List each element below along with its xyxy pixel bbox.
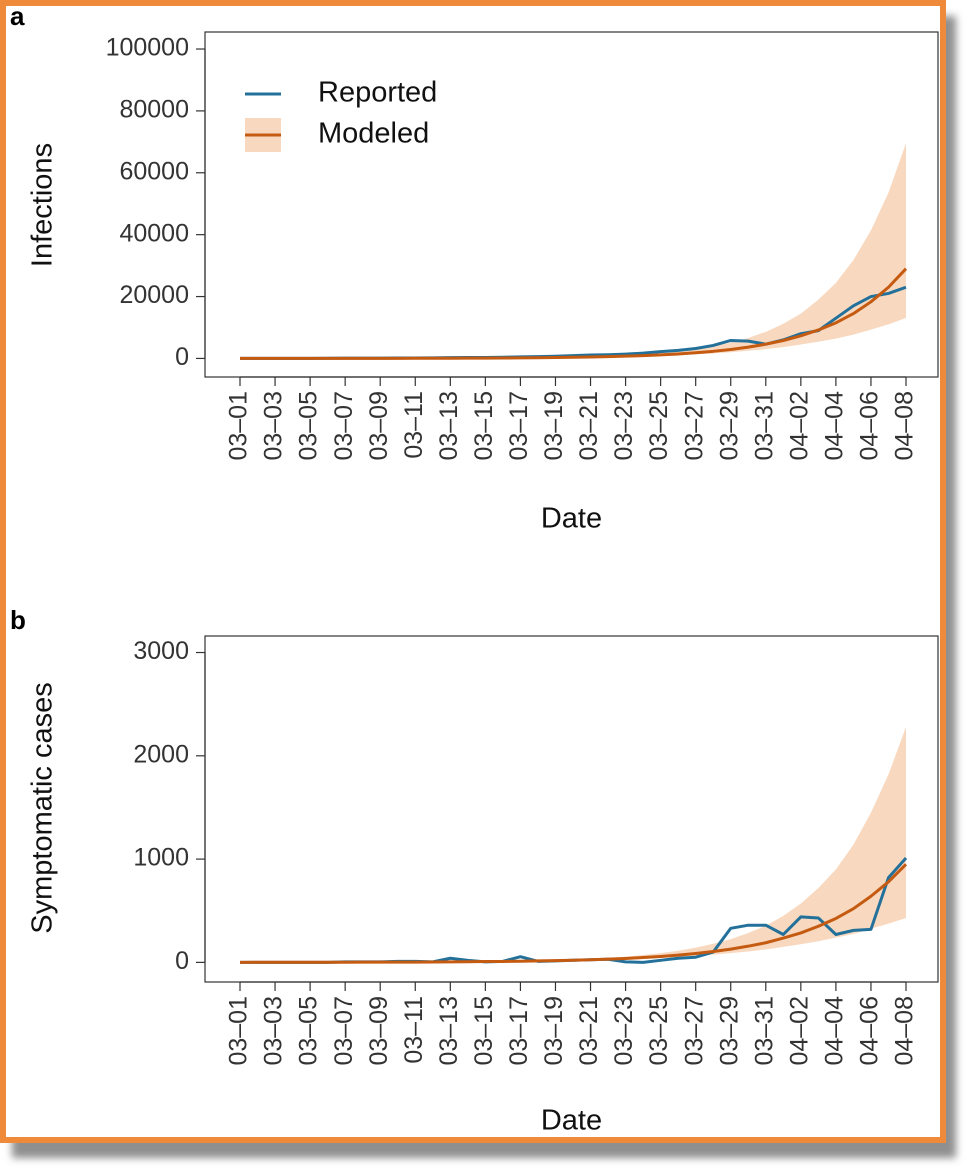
- x-tick-label: 03–19: [540, 996, 568, 1066]
- series-line: [239, 863, 908, 964]
- frame: [0, 0, 946, 1143]
- x-tick-label: 04–02: [785, 996, 813, 1066]
- legend-label: Modeled: [318, 118, 429, 150]
- x-tick-label: 03–23: [610, 996, 638, 1066]
- x-tick-label: 04–04: [821, 391, 849, 461]
- x-tick-label: 03–07: [330, 996, 358, 1066]
- x-tick-label: 03–31: [750, 996, 778, 1066]
- x-tick-label: 03–07: [330, 391, 358, 461]
- x-tick-label: 04–08: [891, 391, 919, 461]
- plot-box: [204, 31, 939, 378]
- x-tick-label: 03–17: [505, 391, 533, 461]
- y-tick-label: 3000: [133, 637, 189, 665]
- x-tick-label: 03–09: [365, 391, 393, 461]
- series-line: [239, 267, 908, 360]
- y-tick-label: 60000: [119, 157, 189, 185]
- x-tick-label: 04–04: [821, 996, 849, 1066]
- x-tick-label: 03–11: [400, 996, 428, 1064]
- x-tick-label: 03–21: [575, 996, 603, 1066]
- x-tick-label: 04–06: [856, 996, 884, 1066]
- x-tick-label: 03–11: [400, 391, 428, 459]
- x-tick-label: 03–25: [645, 391, 673, 461]
- y-tick-label: 0: [175, 947, 189, 975]
- x-tick-label: 03–21: [575, 391, 603, 461]
- x-tick-label: 03–09: [365, 996, 393, 1066]
- panel-label: b: [10, 605, 26, 635]
- plot-box: [204, 635, 939, 983]
- legend-label: Reported: [318, 77, 437, 109]
- x-tick-label: 04–02: [785, 391, 813, 461]
- y-tick-label: 80000: [119, 96, 189, 124]
- confidence-band: [240, 143, 906, 359]
- x-tick-label: 03–13: [435, 391, 463, 461]
- x-tick-label: 03–15: [470, 996, 498, 1066]
- x-tick-label: 04–06: [856, 391, 884, 461]
- x-axis-label: Date: [541, 503, 602, 535]
- y-tick-label: 100000: [106, 34, 189, 62]
- y-tick-label: 1000: [133, 844, 189, 872]
- y-tick-label: 2000: [133, 740, 189, 768]
- x-tick-label: 03–17: [505, 996, 533, 1066]
- x-tick-label: 03–23: [610, 391, 638, 461]
- x-tick-label: 03–01: [225, 996, 253, 1066]
- x-tick-label: 03–03: [260, 996, 288, 1066]
- x-tick-label: 03–19: [540, 391, 568, 461]
- x-axis-label: Date: [541, 1105, 602, 1137]
- y-axis-label: Infections: [27, 143, 59, 267]
- x-tick-label: 03–13: [435, 996, 463, 1066]
- y-tick-label: 40000: [119, 219, 189, 247]
- y-axis-label: Symptomatic cases: [27, 682, 59, 933]
- x-tick-label: 03–03: [260, 391, 288, 461]
- x-tick-label: 03–05: [295, 391, 323, 461]
- x-tick-label: 03–01: [225, 391, 253, 461]
- x-tick-label: 03–25: [645, 996, 673, 1066]
- x-tick-label: 03–27: [680, 391, 708, 461]
- x-tick-label: 03–29: [715, 996, 743, 1066]
- y-tick-label: 0: [175, 343, 189, 371]
- x-tick-label: 03–29: [715, 391, 743, 461]
- x-tick-label: 04–08: [891, 996, 919, 1066]
- x-tick-label: 03–15: [470, 391, 498, 461]
- panel-label: a: [10, 1, 25, 31]
- x-tick-label: 03–31: [750, 391, 778, 461]
- x-tick-label: 03–05: [295, 996, 323, 1066]
- x-tick-label: 03–27: [680, 996, 708, 1066]
- y-tick-label: 20000: [119, 281, 189, 309]
